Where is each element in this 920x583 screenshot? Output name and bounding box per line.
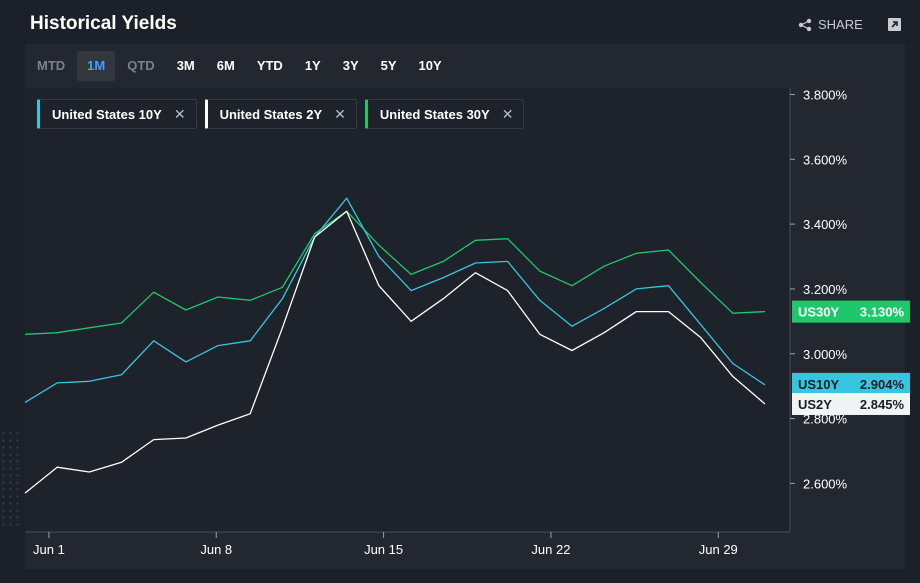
range-button-1y[interactable]: 1Y xyxy=(304,58,321,73)
badge-value: 3.130% xyxy=(860,305,905,320)
range-button-1m[interactable]: 1M xyxy=(77,51,116,81)
series-chip: United States 10Y ✕ xyxy=(37,99,197,129)
y-tick-label: 3.400% xyxy=(803,217,848,232)
y-tick-label: 3.600% xyxy=(803,152,848,167)
badge-background xyxy=(792,372,910,395)
range-button-3m[interactable]: 3M xyxy=(176,58,195,73)
badge-background xyxy=(792,300,910,323)
series-chip-label: United States 2Y xyxy=(219,106,323,122)
badge-label: US2Y xyxy=(798,397,832,412)
x-tick-label: Jun 29 xyxy=(699,542,738,557)
share-icon xyxy=(798,18,812,31)
close-icon[interactable]: ✕ xyxy=(173,105,186,122)
decorative-dots xyxy=(0,430,22,530)
badge-label: US30Y xyxy=(798,305,840,320)
series-line-us10y xyxy=(24,197,766,403)
series-chips: United States 10Y ✕ United States 2Y ✕ Unite… xyxy=(37,99,525,129)
y-tick-label: 3.200% xyxy=(803,282,848,297)
x-tick-label: Jun 22 xyxy=(531,542,570,557)
share-label: SHARE xyxy=(818,17,863,32)
y-tick-label: 3.000% xyxy=(803,347,848,362)
page-title: Historical Yields xyxy=(30,13,177,34)
series-chip: United States 2Y ✕ xyxy=(204,99,357,129)
range-selector: MTD 1M QTD 3M 6M YTD 1Y 3Y 5Y 10Y xyxy=(27,48,454,84)
series-chip: United States 30Y ✕ xyxy=(364,99,525,129)
badge-value: 2.904% xyxy=(860,377,905,392)
last-value-badge: US10Y 2.904% xyxy=(792,372,910,395)
range-button-ytd[interactable]: YTD xyxy=(256,58,283,73)
y-tick-label: 2.600% xyxy=(803,476,848,491)
badge-value: 2.845% xyxy=(860,397,905,412)
plot-area xyxy=(25,88,790,532)
range-button-6m[interactable]: 6M xyxy=(216,58,235,73)
x-tick-label: Jun 8 xyxy=(200,542,232,557)
series-line-us2y xyxy=(24,210,766,494)
series-chip-label: United States 10Y xyxy=(52,106,162,122)
range-button-10y[interactable]: 10Y xyxy=(418,58,442,73)
series-chip-label: United States 30Y xyxy=(379,106,490,122)
range-button-3y[interactable]: 3Y xyxy=(342,58,359,73)
series-line-us30y xyxy=(24,210,766,335)
x-tick-label: Jun 15 xyxy=(364,542,403,557)
header: Historical Yields SHARE xyxy=(0,0,920,48)
share-button[interactable]: SHARE xyxy=(798,17,863,32)
badge-label: US10Y xyxy=(798,377,840,392)
expand-icon[interactable] xyxy=(888,18,901,31)
range-button-mtd[interactable]: MTD xyxy=(37,58,66,73)
y-tick-label: 3.800% xyxy=(803,87,848,102)
last-value-badge: US30Y 3.130% xyxy=(792,300,910,323)
y-tick-label: 2.800% xyxy=(803,412,848,427)
close-icon[interactable]: ✕ xyxy=(501,105,514,122)
range-button-5y[interactable]: 5Y xyxy=(380,58,397,73)
range-button-qtd[interactable]: QTD xyxy=(127,58,155,73)
last-value-badge: US2Y 2.845% xyxy=(792,392,910,415)
close-icon[interactable]: ✕ xyxy=(334,105,346,122)
x-tick-label: Jun 1 xyxy=(33,542,65,557)
badge-background xyxy=(792,392,910,415)
